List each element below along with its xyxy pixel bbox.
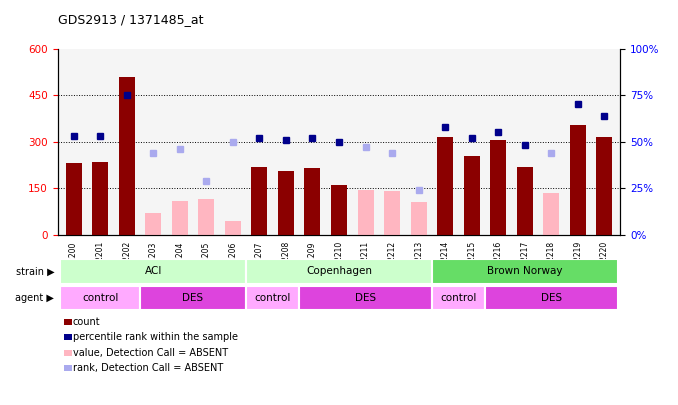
Text: Copenhagen: Copenhagen	[306, 266, 372, 276]
Text: DES: DES	[355, 293, 376, 303]
Bar	[145, 213, 161, 235]
Text: count: count	[73, 317, 100, 327]
Bar	[66, 164, 81, 235]
Bar	[490, 140, 506, 235]
Text: control: control	[82, 293, 118, 303]
Bar	[432, 286, 485, 310]
Bar	[140, 286, 246, 310]
Bar	[464, 156, 479, 235]
Bar	[597, 137, 612, 235]
Text: DES: DES	[182, 293, 203, 303]
Bar	[119, 77, 135, 235]
Bar	[384, 192, 400, 235]
Bar	[252, 166, 267, 235]
Bar	[517, 166, 533, 235]
Bar	[543, 193, 559, 235]
Text: Brown Norway: Brown Norway	[487, 266, 563, 276]
Bar	[60, 286, 140, 310]
Bar	[411, 202, 426, 235]
Text: ACI: ACI	[144, 266, 162, 276]
Text: rank, Detection Call = ABSENT: rank, Detection Call = ABSENT	[73, 363, 223, 373]
Text: agent ▶: agent ▶	[16, 293, 54, 303]
Bar	[92, 162, 108, 235]
Bar	[437, 137, 453, 235]
Bar	[60, 259, 246, 283]
Text: GDS2913 / 1371485_at: GDS2913 / 1371485_at	[58, 13, 203, 26]
Bar	[299, 286, 432, 310]
Bar	[331, 185, 347, 235]
Text: strain ▶: strain ▶	[16, 266, 54, 276]
Text: DES: DES	[541, 293, 562, 303]
Bar	[172, 201, 188, 235]
Bar	[570, 125, 586, 235]
Text: control: control	[254, 293, 291, 303]
Text: percentile rank within the sample: percentile rank within the sample	[73, 333, 238, 342]
Bar	[225, 221, 241, 235]
Bar	[304, 168, 321, 235]
Bar	[432, 259, 618, 283]
Bar	[246, 286, 299, 310]
Bar	[485, 286, 618, 310]
Bar	[278, 171, 294, 235]
Bar	[246, 259, 432, 283]
Text: value, Detection Call = ABSENT: value, Detection Call = ABSENT	[73, 348, 228, 358]
Bar	[198, 199, 214, 235]
Bar	[357, 190, 374, 235]
Text: control: control	[440, 293, 477, 303]
